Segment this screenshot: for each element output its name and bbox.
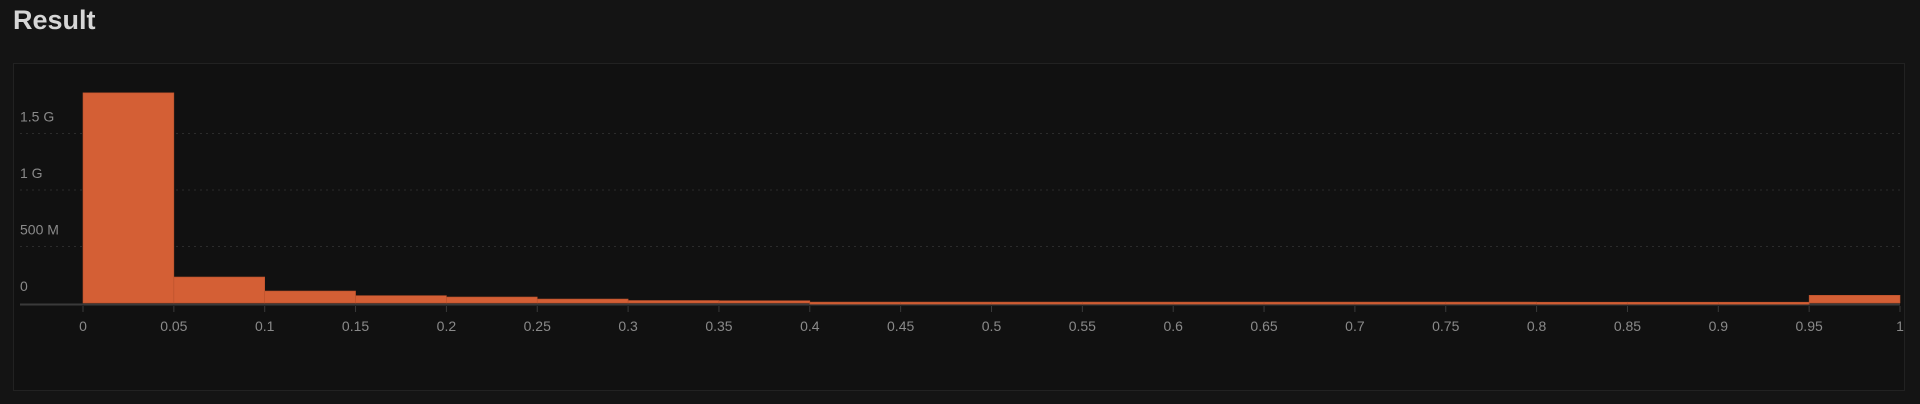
y-tick-label: 1.5 G <box>20 109 54 125</box>
x-tick-label: 0.65 <box>1250 318 1277 334</box>
histogram-bar <box>627 300 720 304</box>
chart-panel <box>13 63 1905 391</box>
histogram-bar <box>82 92 175 304</box>
x-tick-label: 0.1 <box>255 318 275 334</box>
x-tick-label: 0.4 <box>800 318 820 334</box>
x-tick-label: 0.45 <box>887 318 914 334</box>
x-tick-label: 0.35 <box>705 318 732 334</box>
x-tick-label: 0.25 <box>524 318 551 334</box>
y-tick-label: 1 G <box>20 165 43 181</box>
histogram-bar <box>1082 301 1174 305</box>
histogram-bar <box>355 295 447 304</box>
histogram-bar <box>1445 301 1537 305</box>
x-tick-label: 0 <box>79 318 87 334</box>
histogram-bar <box>718 300 811 304</box>
histogram-bar <box>1627 301 1719 305</box>
y-tick-label: 0 <box>20 278 28 294</box>
histogram-bar <box>446 296 538 304</box>
x-tick-label: 0.55 <box>1069 318 1096 334</box>
histogram-bar <box>1172 301 1265 305</box>
x-tick-label: 0.2 <box>437 318 457 334</box>
histogram-bar <box>809 301 901 305</box>
x-tick-label: 0.05 <box>160 318 187 334</box>
histogram-bar <box>1263 301 1356 305</box>
histogram-bar <box>991 301 1083 305</box>
histogram-bar <box>173 276 266 304</box>
page-title: Result <box>13 5 96 35</box>
x-tick-label: 0.75 <box>1432 318 1459 334</box>
x-tick-label: 0.7 <box>1345 318 1365 334</box>
histogram-bar <box>264 290 356 304</box>
y-tick-label: 500 M <box>20 222 59 238</box>
x-tick-label: 0.15 <box>342 318 369 334</box>
histogram-bar <box>1354 301 1447 305</box>
histogram-bar <box>536 298 629 304</box>
x-tick-label: 0.9 <box>1709 318 1729 334</box>
histogram-bar <box>900 301 992 305</box>
x-tick-label: 0.85 <box>1614 318 1641 334</box>
x-tick-label: 0.5 <box>982 318 1002 334</box>
histogram-bar <box>1536 301 1628 305</box>
x-tick-label: 0.8 <box>1527 318 1547 334</box>
histogram-bar <box>1808 295 1901 304</box>
x-tick-label: 0.3 <box>618 318 638 334</box>
x-tick-label: 0.95 <box>1796 318 1823 334</box>
x-tick-label: 1 <box>1896 318 1904 334</box>
histogram-bar <box>1718 301 1810 305</box>
x-tick-label: 0.6 <box>1163 318 1183 334</box>
